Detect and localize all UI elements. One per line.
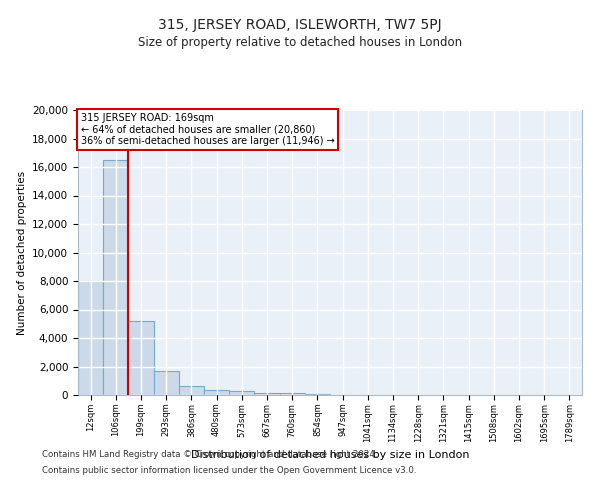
Bar	[280, 393, 305, 395]
Text: 315 JERSEY ROAD: 169sqm
← 64% of detached houses are smaller (20,860)
36% of sem: 315 JERSEY ROAD: 169sqm ← 64% of detache…	[80, 113, 334, 146]
X-axis label: Distribution of detached houses by size in London: Distribution of detached houses by size …	[191, 450, 469, 460]
Bar	[179, 386, 204, 395]
Text: Size of property relative to detached houses in London: Size of property relative to detached ho…	[138, 36, 462, 49]
Bar	[204, 390, 229, 395]
Y-axis label: Number of detached properties: Number of detached properties	[17, 170, 26, 334]
Bar	[128, 321, 154, 395]
Bar	[305, 394, 330, 395]
Bar	[254, 392, 280, 395]
Text: 315, JERSEY ROAD, ISLEWORTH, TW7 5PJ: 315, JERSEY ROAD, ISLEWORTH, TW7 5PJ	[158, 18, 442, 32]
Bar	[78, 281, 103, 395]
Text: Contains HM Land Registry data © Crown copyright and database right 2024.: Contains HM Land Registry data © Crown c…	[42, 450, 377, 459]
Bar	[229, 392, 254, 395]
Bar	[154, 371, 179, 395]
Text: Contains public sector information licensed under the Open Government Licence v3: Contains public sector information licen…	[42, 466, 416, 475]
Bar	[103, 160, 128, 395]
